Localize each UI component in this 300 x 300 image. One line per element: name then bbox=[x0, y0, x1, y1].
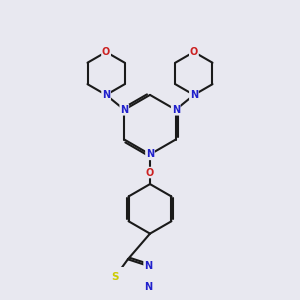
Text: N: N bbox=[144, 261, 152, 271]
Text: O: O bbox=[102, 47, 110, 57]
Text: O: O bbox=[146, 167, 154, 178]
Text: O: O bbox=[190, 47, 198, 57]
Text: N: N bbox=[146, 149, 154, 159]
Text: S: S bbox=[112, 272, 119, 282]
Text: N: N bbox=[102, 90, 110, 100]
Text: N: N bbox=[144, 282, 152, 292]
Text: N: N bbox=[190, 90, 198, 100]
Text: N: N bbox=[120, 105, 128, 115]
Text: N: N bbox=[172, 105, 180, 115]
